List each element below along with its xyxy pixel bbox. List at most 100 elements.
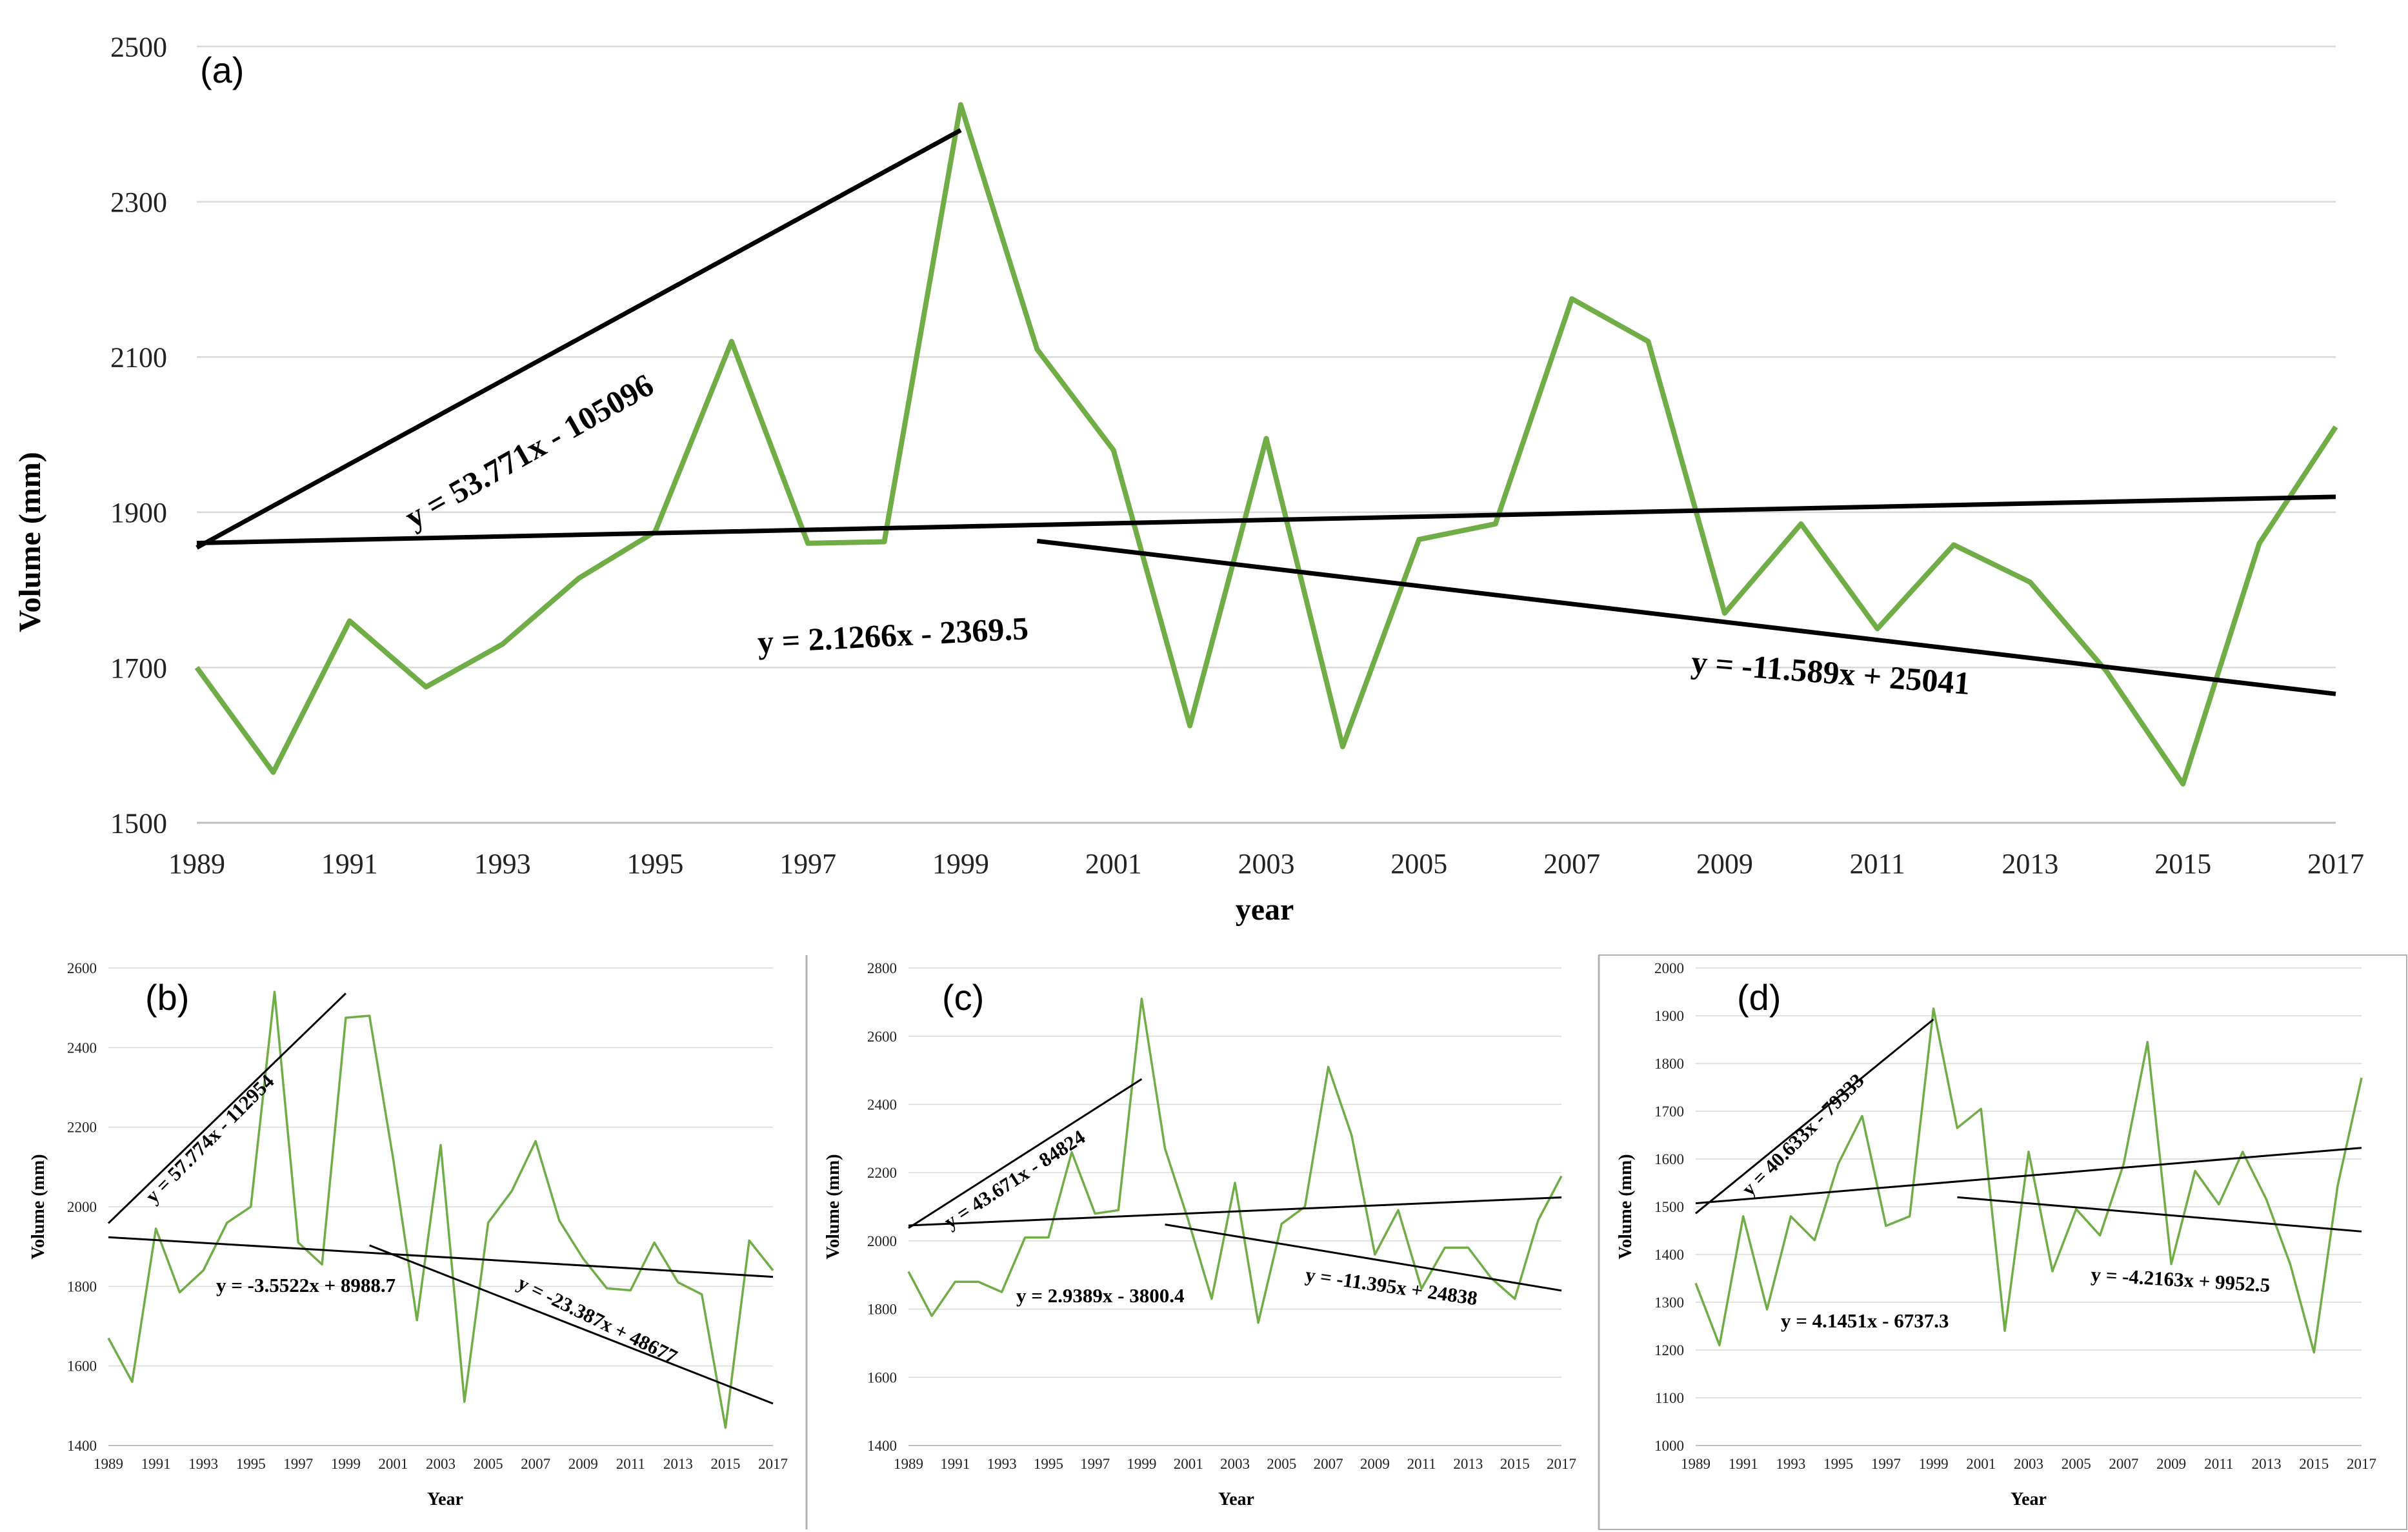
x-tick-label: 1997 [283, 1456, 313, 1472]
y-tick-label: 1500 [110, 807, 167, 839]
x-tick-label: 1991 [141, 1456, 171, 1472]
x-tick-label: 2009 [2156, 1456, 2186, 1472]
y-axis-title: Volume (mm) [823, 1154, 843, 1259]
y-tick-label: 1800 [867, 1302, 897, 1318]
panel-tag: (b) [145, 977, 189, 1018]
x-tick-label: 2015 [2154, 848, 2211, 880]
trendline-equation-3: y = -11.395x + 24838 [1304, 1263, 1479, 1309]
y-tick-label: 1600 [867, 1369, 897, 1386]
trendline-equation-1: y = 43.671x - 84824 [940, 1125, 1089, 1233]
trendline-1 [196, 128, 962, 550]
trendline-3 [1957, 1196, 2362, 1233]
x-tick-label: 2011 [616, 1456, 645, 1472]
x-tick-label: 1989 [94, 1456, 123, 1472]
y-axis-title: Volume (mm) [1616, 1154, 1636, 1259]
x-tick-label: 2017 [2347, 1456, 2376, 1472]
trendline-equation-1: y = 53.771x - 105096 [399, 367, 659, 536]
x-tick-label: 1995 [1823, 1456, 1853, 1472]
trendline-3 [1165, 1224, 1562, 1292]
x-tick-label: 1995 [236, 1456, 266, 1472]
panel-d-chart: 1000 1100 1200 1300 1400 1500 1600 1700 1800 1900… [1616, 960, 2376, 1509]
y-tick-label: 2800 [867, 960, 897, 976]
x-tick-label: 2009 [568, 1456, 598, 1472]
trendline-3 [1036, 538, 2336, 696]
y-tick-label: 1400 [67, 1438, 97, 1454]
y-tick-label: 1200 [1654, 1342, 1684, 1358]
x-tick-label: 2001 [1085, 848, 1142, 880]
y-tick-label: 1100 [1655, 1390, 1684, 1406]
y-tick-label: 1600 [1654, 1151, 1684, 1167]
x-tick-label: 2011 [1849, 848, 1905, 880]
x-axis-title: Year [1218, 1489, 1254, 1509]
x-tick-label: 2015 [710, 1456, 740, 1472]
x-tick-label: 2007 [1314, 1456, 1343, 1472]
x-tick-label: 2013 [663, 1456, 693, 1472]
trendline-equation-1: y = 40.633x - 79333 [1737, 1069, 1868, 1200]
x-tick-label: 2007 [2109, 1456, 2138, 1472]
x-tick-label: 2005 [474, 1456, 503, 1472]
x-tick-label: 2005 [1267, 1456, 1296, 1472]
x-tick-label: 2001 [378, 1456, 408, 1472]
trendline-equation-2: y = 2.9389x - 3800.4 [1016, 1284, 1185, 1307]
x-tick-label: 1989 [894, 1456, 923, 1472]
trendline-equation-3: y = -23.387x + 48677 [514, 1271, 681, 1368]
x-tick-label: 2003 [1238, 848, 1295, 880]
x-tick-label: 2013 [2252, 1456, 2282, 1472]
trendline-equation-3: y = -4.2163x + 9952.5 [2091, 1263, 2271, 1296]
x-tick-label: 1991 [321, 848, 378, 880]
y-tick-label: 1300 [1654, 1295, 1684, 1311]
y-tick-label: 2100 [110, 342, 167, 374]
panel-c-chart: 1400 1600 1800 2000 2200 2400 2600 2800 1989 1991… [823, 960, 1576, 1509]
y-tick-label: 1700 [1654, 1104, 1684, 1120]
y-tick-label: 2500 [110, 31, 167, 63]
series-line [194, 102, 2338, 787]
x-tick-label: 2003 [2014, 1456, 2043, 1472]
x-tick-label: 1991 [940, 1456, 970, 1472]
x-tick-label: 2017 [2307, 848, 2364, 880]
x-tick-label: 2013 [1453, 1456, 1483, 1472]
x-tick-label: 2007 [1543, 848, 1600, 880]
y-tick-label: 1400 [867, 1438, 897, 1454]
y-axis-title: Volume (mm) [28, 1154, 48, 1259]
trendline-2 [196, 494, 2336, 546]
x-tick-label: 2015 [2299, 1456, 2329, 1472]
y-tick-label: 1800 [67, 1278, 97, 1295]
x-tick-label: 1995 [627, 848, 683, 880]
x-tick-label: 1989 [168, 848, 225, 880]
x-tick-label: 1993 [987, 1456, 1017, 1472]
x-tick-label: 2011 [2204, 1456, 2233, 1472]
y-tick-label: 2300 [110, 186, 167, 218]
trendline-2 [1695, 1147, 2362, 1205]
x-tick-label: 1993 [474, 848, 531, 880]
x-tick-label: 1995 [1034, 1456, 1063, 1472]
x-tick-label: 1999 [1919, 1456, 1949, 1472]
x-tick-label: 1991 [1729, 1456, 1758, 1472]
x-tick-label: 2005 [1390, 848, 1447, 880]
x-tick-label: 2017 [1547, 1456, 1576, 1472]
trendline-equation-2: y = 2.1266x - 2369.5 [757, 610, 1030, 660]
x-tick-label: 2011 [1407, 1456, 1436, 1472]
x-tick-label: 2005 [2062, 1456, 2091, 1472]
y-tick-label: 2600 [867, 1029, 897, 1045]
y-tick-label: 1900 [110, 497, 167, 529]
x-tick-label: 2017 [758, 1456, 788, 1472]
x-tick-label: 1999 [331, 1456, 361, 1472]
trendline-equation-3: y = -11.589x + 25041 [1690, 643, 1971, 701]
x-tick-label: 1999 [932, 848, 989, 880]
panel-tag: (a) [200, 50, 244, 90]
x-tick-label: 2009 [1696, 848, 1753, 880]
trendline-1 [908, 1078, 1143, 1229]
trendline-equation-2: y = -3.5522x + 8988.7 [216, 1274, 396, 1296]
y-tick-label: 1000 [1654, 1438, 1684, 1454]
y-tick-label: 2200 [67, 1120, 97, 1136]
x-tick-label: 2009 [1360, 1456, 1390, 1472]
x-tick-label: 2003 [1220, 1456, 1250, 1472]
y-tick-label: 2600 [67, 960, 97, 976]
trendline-1 [107, 993, 346, 1224]
x-tick-label: 1999 [1127, 1456, 1156, 1472]
panel-tag: (d) [1737, 977, 1781, 1018]
y-tick-label: 2000 [1654, 960, 1684, 976]
x-axis-title: year [1236, 892, 1294, 927]
y-tick-label: 1900 [1654, 1008, 1684, 1024]
y-tick-label: 2000 [67, 1199, 97, 1215]
